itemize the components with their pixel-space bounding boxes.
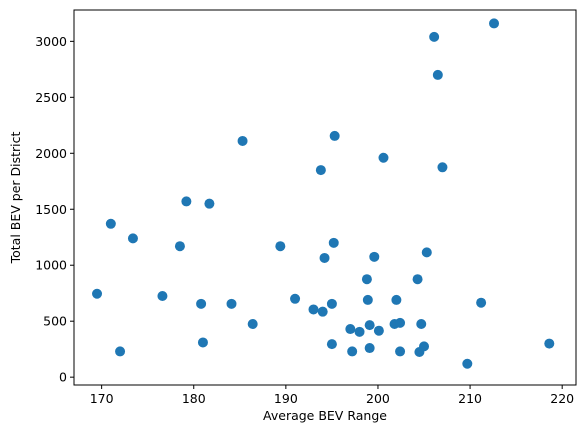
x-tick-label: 220 — [550, 391, 574, 406]
x-tick-label: 200 — [366, 391, 390, 406]
y-axis-ticks: 0 500 1000 1500 2000 2500 3000 — [35, 34, 74, 385]
data-point-19 — [326, 298, 337, 309]
data-point-39 — [416, 318, 427, 329]
y-tick-label: 2000 — [35, 146, 67, 161]
x-tick-label: 210 — [458, 391, 482, 406]
plot-frame — [73, 9, 577, 386]
data-point-21 — [328, 237, 339, 248]
data-point-14 — [290, 293, 301, 304]
data-point-32 — [378, 152, 389, 163]
data-point-23 — [345, 324, 356, 335]
data-point-29 — [364, 343, 375, 354]
data-point-17 — [317, 306, 328, 317]
data-point-22 — [329, 130, 340, 141]
data-point-25 — [354, 326, 365, 337]
data-point-43 — [432, 69, 443, 80]
data-point-41 — [421, 247, 432, 258]
data-point-46 — [476, 297, 487, 308]
data-point-10 — [226, 298, 237, 309]
data-point-44 — [437, 162, 448, 173]
data-point-47 — [489, 18, 500, 29]
data-point-0 — [92, 288, 103, 299]
data-point-18 — [319, 252, 330, 263]
data-point-13 — [275, 241, 286, 252]
data-point-5 — [174, 241, 185, 252]
data-point-20 — [326, 339, 337, 350]
data-point-4 — [157, 291, 168, 302]
x-tick-label: 190 — [274, 391, 298, 406]
data-point-7 — [196, 298, 207, 309]
data-point-28 — [364, 320, 375, 331]
data-point-9 — [204, 198, 215, 209]
data-point-3 — [127, 233, 138, 244]
data-point-45 — [462, 358, 473, 369]
y-axis-label: Total BEV per District — [8, 132, 23, 265]
data-point-31 — [373, 325, 384, 336]
data-point-6 — [181, 196, 192, 207]
data-point-36 — [395, 346, 406, 357]
data-point-27 — [362, 294, 373, 305]
data-point-37 — [412, 274, 423, 285]
y-tick-label: 1000 — [35, 258, 67, 273]
data-point-24 — [347, 346, 358, 357]
data-point-16 — [315, 165, 326, 176]
data-point-15 — [308, 304, 319, 315]
data-point-35 — [395, 317, 406, 328]
data-points — [92, 18, 555, 369]
data-point-1 — [105, 218, 116, 229]
data-point-42 — [429, 31, 440, 42]
x-axis-ticks: 170 180 190 200 210 220 — [90, 385, 574, 406]
y-tick-label: 1500 — [35, 202, 67, 217]
y-tick-label: 3000 — [35, 34, 67, 49]
data-point-30 — [369, 251, 380, 262]
data-point-26 — [361, 274, 372, 285]
data-point-34 — [391, 294, 402, 305]
y-tick-label: 2500 — [35, 90, 67, 105]
data-point-12 — [247, 318, 258, 329]
data-point-2 — [115, 346, 126, 357]
y-tick-label: 500 — [43, 314, 67, 329]
data-point-48 — [544, 338, 555, 349]
data-point-40 — [419, 341, 430, 352]
data-point-8 — [197, 337, 208, 348]
x-tick-label: 180 — [182, 391, 206, 406]
x-axis-label: Average BEV Range — [263, 408, 387, 423]
x-tick-label: 170 — [90, 391, 114, 406]
data-point-11 — [237, 135, 248, 146]
y-tick-label: 0 — [59, 370, 67, 385]
